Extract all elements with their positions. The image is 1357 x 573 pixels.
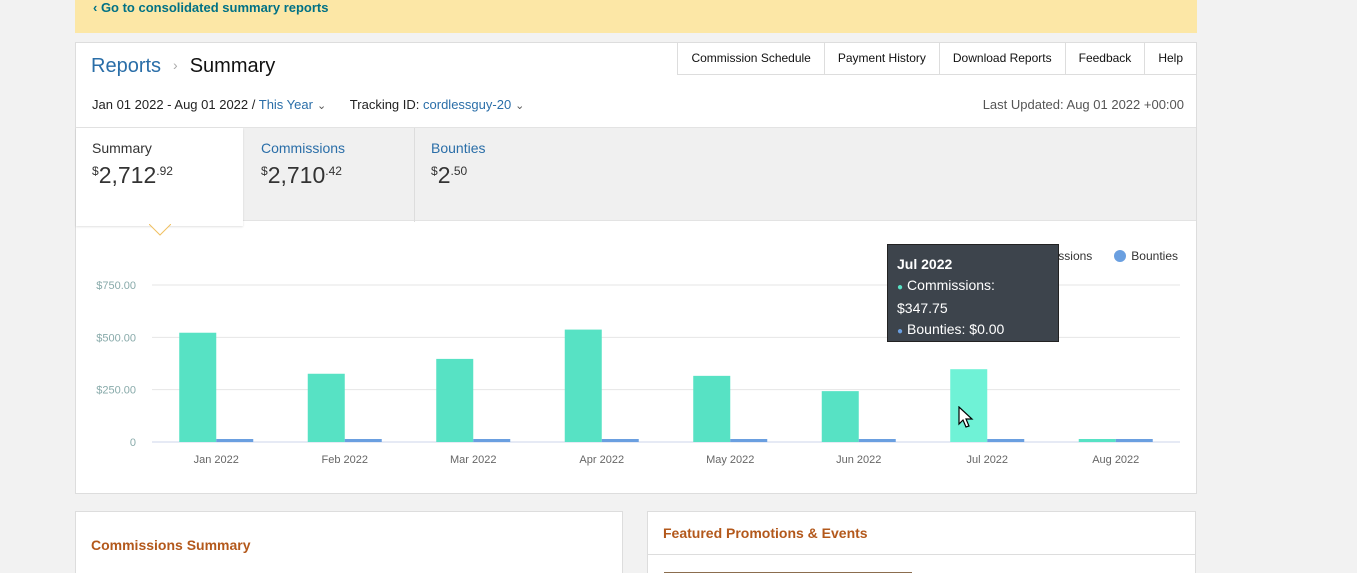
- commissions-summary-panel: Commissions Summary: [75, 511, 623, 573]
- date-range: Jan 01 2022 - Aug 01 2022 /: [92, 97, 256, 112]
- stat-commissions[interactable]: Commissions $2,710.42: [245, 128, 415, 222]
- chevron-down-icon: ⌄: [515, 100, 525, 112]
- consolidated-reports-link[interactable]: ‹ Go to consolidated summary reports: [93, 0, 329, 15]
- bar-bounties[interactable]: [601, 439, 639, 442]
- stat-amount: $2,710.42: [261, 162, 342, 188]
- panel-title: Commissions Summary: [91, 537, 251, 553]
- y-tick-label: 0: [130, 437, 136, 449]
- bar-bounties[interactable]: [858, 439, 896, 442]
- tracking-id-value: cordlessguy-20: [423, 97, 512, 112]
- bar-bounties[interactable]: [730, 439, 768, 442]
- tab-feedback[interactable]: Feedback: [1064, 43, 1145, 75]
- summary-banner: ‹ Go to consolidated summary reports: [75, 0, 1197, 33]
- tab-commission-schedule[interactable]: Commission Schedule: [677, 43, 824, 75]
- panel-divider: [648, 554, 1195, 555]
- tab-download-reports[interactable]: Download Reports: [938, 43, 1065, 75]
- bar-bounties[interactable]: [473, 439, 511, 442]
- tooltip-bounties: ● Bounties: $0.00: [897, 321, 1005, 337]
- x-tick-label: Mar 2022: [450, 454, 496, 466]
- mouse-pointer-icon: [958, 406, 974, 428]
- stat-summary[interactable]: Summary $2,712.92: [76, 128, 243, 226]
- bar-commissions[interactable]: [179, 332, 217, 442]
- stat-label: Commissions: [261, 140, 346, 156]
- breadcrumb-reports[interactable]: Reports: [91, 55, 162, 77]
- x-tick-label: Jun 2022: [836, 454, 881, 466]
- bar-commissions[interactable]: [436, 358, 474, 442]
- tooltip-commissions: ● Commissions: $347.75: [897, 277, 995, 316]
- x-tick-label: Jul 2022: [966, 454, 1008, 466]
- report-tabs: Commission Schedule Payment History Down…: [677, 43, 1196, 75]
- page-title: Summary: [189, 55, 276, 77]
- y-tick-label: $500.00: [96, 332, 136, 344]
- bar-commissions[interactable]: [693, 375, 731, 442]
- tooltip-total: Total: $347.75: [897, 344, 985, 360]
- tracking-id-label: Tracking ID:: [349, 97, 420, 112]
- active-tab-pointer-icon: [149, 224, 171, 236]
- bar-commissions[interactable]: [564, 329, 602, 442]
- earnings-bar-chart: 0 $250.00 $500.00 $750.00 Jan 2022 Feb 2022 Ma…: [96, 280, 1180, 466]
- x-tick-label: Feb 2022: [322, 454, 368, 466]
- tab-help[interactable]: Help: [1144, 43, 1196, 75]
- bar-bounties[interactable]: [987, 439, 1025, 442]
- y-tick-label: $250.00: [96, 385, 136, 397]
- bar-bounties[interactable]: [1115, 439, 1153, 442]
- chevron-down-icon: ⌄: [316, 100, 327, 112]
- panel-title: Featured Promotions & Events: [663, 525, 868, 541]
- x-tick-label: May 2022: [706, 454, 754, 466]
- bar-commissions[interactable]: [1078, 439, 1116, 442]
- legend-dot-icon: [1114, 250, 1127, 262]
- period-label: This Year: [258, 97, 313, 112]
- breadcrumb: Reports › Summary: [91, 55, 275, 78]
- stat-amount: $2,712.92: [92, 162, 173, 188]
- tracking-id-selector[interactable]: Tracking ID: cordlessguy-20 ⌄: [350, 97, 525, 112]
- chevron-right-icon: ›: [173, 57, 178, 73]
- legend-bounties[interactable]: Bounties: [1114, 249, 1178, 263]
- bar-commissions[interactable]: [950, 369, 988, 442]
- y-tick-label: $750.00: [96, 280, 136, 292]
- chart-tooltip: Jul 2022 ● Commissions: $347.75 ● Bounties…: [887, 244, 1059, 360]
- bar-commissions[interactable]: [307, 373, 345, 442]
- tab-payment-history[interactable]: Payment History: [823, 43, 939, 75]
- x-tick-label: Jan 2022: [194, 454, 239, 466]
- summary-stats: Summary $2,712.92 Commissions $2,710.42 …: [76, 127, 1196, 226]
- tooltip-title: Jul 2022: [897, 256, 953, 272]
- stat-label: Bounties: [431, 140, 486, 156]
- x-tick-label: Apr 2022: [579, 454, 624, 466]
- featured-promotions-panel: Featured Promotions & Events: [647, 511, 1196, 573]
- filter-bar: Jan 01 2022 - Aug 01 2022 / This Year ⌄ T…: [92, 97, 524, 112]
- bar-bounties[interactable]: [216, 439, 254, 442]
- bar-commissions[interactable]: [821, 391, 859, 442]
- period-selector[interactable]: This Year ⌄: [259, 97, 326, 112]
- stat-bounties[interactable]: Bounties $2.50: [415, 128, 595, 222]
- last-updated: Last Updated: Aug 01 2022 +00:00: [982, 97, 1184, 112]
- x-tick-label: Aug 2022: [1092, 454, 1139, 466]
- stat-amount: $2.50: [431, 162, 468, 188]
- stat-label: Summary: [92, 140, 152, 156]
- bar-bounties[interactable]: [344, 439, 382, 442]
